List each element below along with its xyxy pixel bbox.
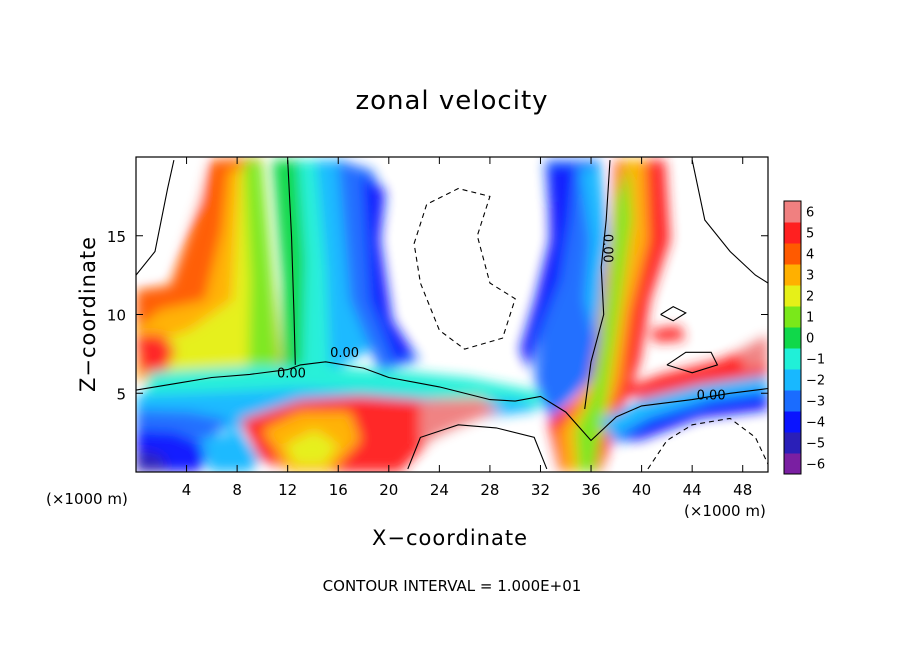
x-tick-label: 48 xyxy=(733,481,752,499)
colorbar-swatch xyxy=(784,201,801,223)
y-tick-label: 10 xyxy=(107,307,126,325)
colorbar-swatch xyxy=(784,348,801,370)
colorbar-label: 2 xyxy=(806,290,814,305)
contour-label: 0.00 xyxy=(330,346,359,361)
colorbar-swatch xyxy=(784,453,801,475)
x-tick-label: 28 xyxy=(480,481,499,499)
contour-line xyxy=(666,351,719,374)
colorbar-swatch xyxy=(784,411,801,433)
contour-line xyxy=(407,424,548,470)
colorbar-swatch xyxy=(784,264,801,286)
contour-line xyxy=(136,361,768,442)
colorbar-swatch xyxy=(784,432,801,454)
colorbar-swatch xyxy=(784,306,801,328)
x-tick-label: 44 xyxy=(683,481,702,499)
contour-line xyxy=(647,417,768,470)
x-axis: 4 8 12 16 20 24 28 32 36 40 44 48 xyxy=(182,157,752,499)
y-axis: 5 10 15 xyxy=(107,228,768,403)
y-tick-label: 15 xyxy=(107,228,126,246)
x-axis-label: X−coordinate xyxy=(372,526,528,550)
contour-interval-note: CONTOUR INTERVAL = 1.000E+01 xyxy=(322,577,582,595)
colorbar: −6 −5 −4 −3 −2 −1 0 1 2 3 4 5 6 xyxy=(783,200,825,475)
x-axis-unit-left: (×1000 m) xyxy=(46,490,128,508)
contour-label: 0.00 xyxy=(697,389,726,404)
x-tick-label: 16 xyxy=(329,481,348,499)
colorbar-label: −3 xyxy=(806,395,825,410)
x-tick-label: 24 xyxy=(430,481,449,499)
colorbar-label: −4 xyxy=(806,416,825,431)
contour-label: 0.00 xyxy=(277,367,306,382)
velocity-field xyxy=(136,157,768,472)
colorbar-swatch xyxy=(784,243,801,265)
contour-line xyxy=(584,160,611,410)
contour-lines xyxy=(136,159,768,470)
colorbar-label: −6 xyxy=(806,458,825,473)
colorbar-label: 6 xyxy=(806,206,814,221)
x-tick-label: 40 xyxy=(632,481,651,499)
colorbar-swatch xyxy=(784,222,801,244)
colorbar-label: 1 xyxy=(806,311,814,326)
contour-labels: 0.00 0.00 0.00 0.00 xyxy=(277,234,726,404)
contour-line xyxy=(136,159,175,276)
colorbar-label: 3 xyxy=(806,269,814,284)
colorbar-frame xyxy=(783,200,802,475)
x-tick-label: 20 xyxy=(379,481,398,499)
colorbar-label: 0 xyxy=(806,332,814,347)
contour-line xyxy=(287,160,296,365)
colorbar-label: −2 xyxy=(806,374,825,389)
x-axis-unit-right: (×1000 m) xyxy=(684,502,766,520)
x-tick-label: 36 xyxy=(581,481,600,499)
contour-line xyxy=(660,305,687,322)
y-tick-label: 5 xyxy=(116,385,126,403)
contour-line xyxy=(691,159,768,284)
colorbar-swatch xyxy=(784,285,801,307)
x-tick-label: 4 xyxy=(182,481,192,499)
colorbar-swatch xyxy=(784,327,801,349)
colorbar-label: −1 xyxy=(806,353,825,368)
colorbar-label: 4 xyxy=(806,248,814,263)
chart-title: zonal velocity xyxy=(355,86,549,116)
x-tick-label: 8 xyxy=(232,481,242,499)
colorbar-label: −5 xyxy=(806,437,825,452)
colorbar-swatch xyxy=(784,369,801,391)
contour-label: 0.00 xyxy=(600,234,615,263)
x-tick-label: 32 xyxy=(531,481,550,499)
colorbar-label: 5 xyxy=(806,227,814,242)
x-tick-label: 12 xyxy=(278,481,297,499)
colorbar-swatch xyxy=(784,390,801,412)
